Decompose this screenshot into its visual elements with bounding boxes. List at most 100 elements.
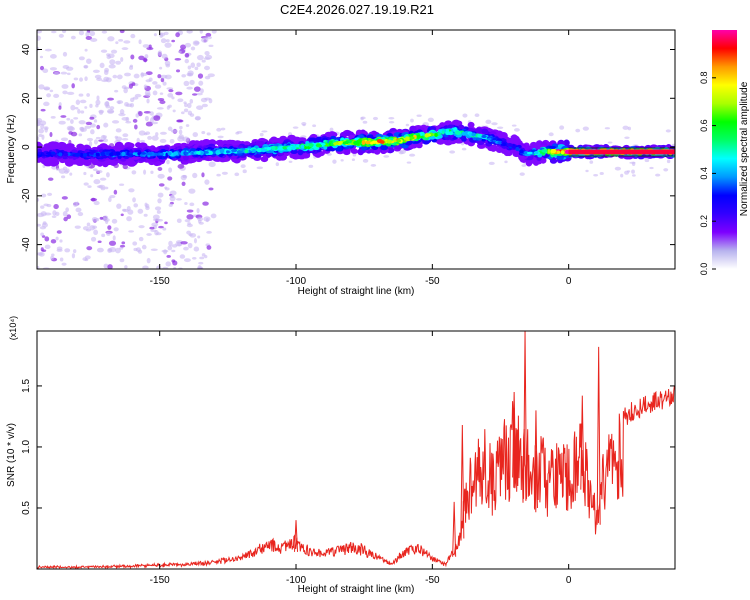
spectrogram-noise-blob xyxy=(201,103,208,108)
spectrogram-noise-blob xyxy=(49,54,57,59)
spectrogram-noise-blob xyxy=(146,257,151,264)
spectrogram-ridge-blob xyxy=(454,130,462,136)
spectrogram-noise-blob xyxy=(122,164,128,170)
spectrogram-noise-blob xyxy=(95,136,101,140)
spectrogram-noise-blob xyxy=(53,93,60,99)
spectrogram-ridge-blob xyxy=(47,141,56,149)
spectrogram-noise-blob xyxy=(159,100,166,105)
spectrogram-ridge-blob xyxy=(46,152,53,155)
spectrogram-noise-blob xyxy=(73,117,79,120)
spectrogram-noise-blob xyxy=(119,246,124,250)
spectrogram-noise-blob xyxy=(462,113,468,118)
snr-y-ticks: 0.5 1.0 1.5 xyxy=(21,379,675,515)
spectrogram-noise-blob xyxy=(111,120,120,124)
spectrogram-noise-blob xyxy=(242,169,247,174)
spectrogram-ridge-blob xyxy=(138,157,147,162)
spectrogram-noise-blob xyxy=(42,68,49,74)
spectrogram-noise-blob xyxy=(137,249,143,254)
spectrogram-noise-blob xyxy=(75,99,81,105)
spectrogram-noise-blob xyxy=(138,55,145,61)
spectrogram-ridge-blob xyxy=(474,127,483,134)
spectrogram-noise-blob xyxy=(86,58,92,64)
spectrogram-noise-blob xyxy=(103,122,109,128)
spectrogram-noise-blob xyxy=(83,171,87,176)
spectrogram-noise-blob xyxy=(149,117,155,123)
spectrogram-noise-blob xyxy=(164,42,172,48)
spectrogram-noise-blob xyxy=(41,193,47,198)
spectrogram-noise-blob xyxy=(150,170,154,174)
spectrogram-noise-blob xyxy=(90,129,95,135)
spectrogram-noise-blob xyxy=(126,216,132,222)
spectrogram-noise-blob xyxy=(192,132,198,138)
spectrogram-noise-blob xyxy=(192,172,198,179)
spectrogram-noise-blob xyxy=(163,31,169,36)
spectrogram-noise-blob xyxy=(160,74,168,79)
spectrogram-noise-blob xyxy=(671,143,675,146)
colorbar-tick-label: 0.0 xyxy=(699,263,709,276)
x-tick-label: 0 xyxy=(566,575,572,586)
spectrogram-noise-blob xyxy=(100,49,108,53)
spectrogram-noise-blob xyxy=(92,69,100,73)
spectrogram-noise-blob xyxy=(197,217,204,222)
spectrogram-noise-blob xyxy=(51,215,57,218)
spectrogram-noise-blob xyxy=(153,115,161,121)
spectrogram-noise-blob xyxy=(410,118,414,123)
spectrogram-noise-blob xyxy=(491,122,498,126)
spectrogram-noise-blob xyxy=(83,65,88,69)
spectrogram-noise-blob xyxy=(171,39,176,43)
spectrogram-noise-blob xyxy=(461,147,467,151)
spectrogram-noise-blob xyxy=(156,107,164,110)
spectrogram-noise-blob xyxy=(166,254,171,258)
spectrogram-noise-blob xyxy=(497,126,504,129)
x-tick-label: -100 xyxy=(286,575,306,586)
spectrogram-noise-blob xyxy=(189,202,195,207)
spectrogram-noise-blob xyxy=(84,258,89,262)
spectrogram-noise-blob xyxy=(68,131,73,135)
spectrogram-ridge-blob xyxy=(74,152,81,157)
spectrogram-noise-blob xyxy=(119,30,125,34)
spectrogram-noise-blob xyxy=(71,83,75,89)
spectrogram-ridge-blob xyxy=(481,128,489,134)
spectrogram-noise-blob xyxy=(55,168,61,171)
colorbar-label: Normalized spectral amplitude xyxy=(739,81,750,216)
spectrogram-ridge-blob xyxy=(266,147,272,151)
chart-title: C2E4.2026.027.19.19.R21 xyxy=(280,2,434,17)
spectrogram-ridge-blob xyxy=(65,146,72,152)
spectrogram-noise-blob xyxy=(474,113,480,118)
spectrogram-noise-blob xyxy=(208,187,214,191)
spectrogram-noise-blob xyxy=(134,93,142,98)
spectrogram-noise-blob xyxy=(193,86,201,92)
spectrogram-noise-blob xyxy=(53,203,59,210)
spectrogram-noise-blob xyxy=(165,39,170,43)
spectrogram-noise-blob xyxy=(184,258,191,263)
spectrogram-noise-blob xyxy=(39,55,44,59)
spectrogram-noise-blob xyxy=(40,205,45,209)
spectrogram-noise-blob xyxy=(158,225,164,229)
spectrogram-noise-blob xyxy=(75,201,79,206)
spectrogram-ridge-blob xyxy=(343,148,351,155)
spectrogram-noise-blob xyxy=(64,248,71,253)
spectrogram-ridge-blob xyxy=(342,141,347,145)
colorbar-tick-label: 0.8 xyxy=(699,72,709,85)
spectrogram-ridge-blob xyxy=(300,152,311,159)
spectrogram-noise-blob xyxy=(184,42,192,48)
spectrogram-noise-blob xyxy=(124,72,132,77)
spectrogram-noise-blob xyxy=(183,108,189,113)
spectrogram-noise-blob xyxy=(196,207,200,214)
spectrogram-noise-blob xyxy=(161,53,168,59)
spectrogram-noise-blob xyxy=(189,99,194,104)
spectrogram-noise-blob xyxy=(93,179,101,185)
spectrogram-noise-blob xyxy=(187,242,193,249)
spectrogram-x-ticks: -150 -100 -50 0 xyxy=(150,30,572,287)
spectrogram-noise-blob xyxy=(114,89,119,93)
spectrogram-noise-blob xyxy=(121,85,127,90)
spectrogram-ridge-blob xyxy=(323,145,328,150)
spectrogram-noise-blob xyxy=(90,38,98,42)
spectrogram-noise-blob xyxy=(132,197,136,203)
spectrogram-noise-blob xyxy=(152,90,158,96)
spectrogram-noise-blob xyxy=(649,166,654,170)
spectrogram-noise-blob xyxy=(172,109,176,113)
spectrogram-ridge-blob xyxy=(215,150,221,154)
colorbar-tick-label: 0.4 xyxy=(699,167,709,180)
spectrogram-noise-blob xyxy=(60,137,69,142)
